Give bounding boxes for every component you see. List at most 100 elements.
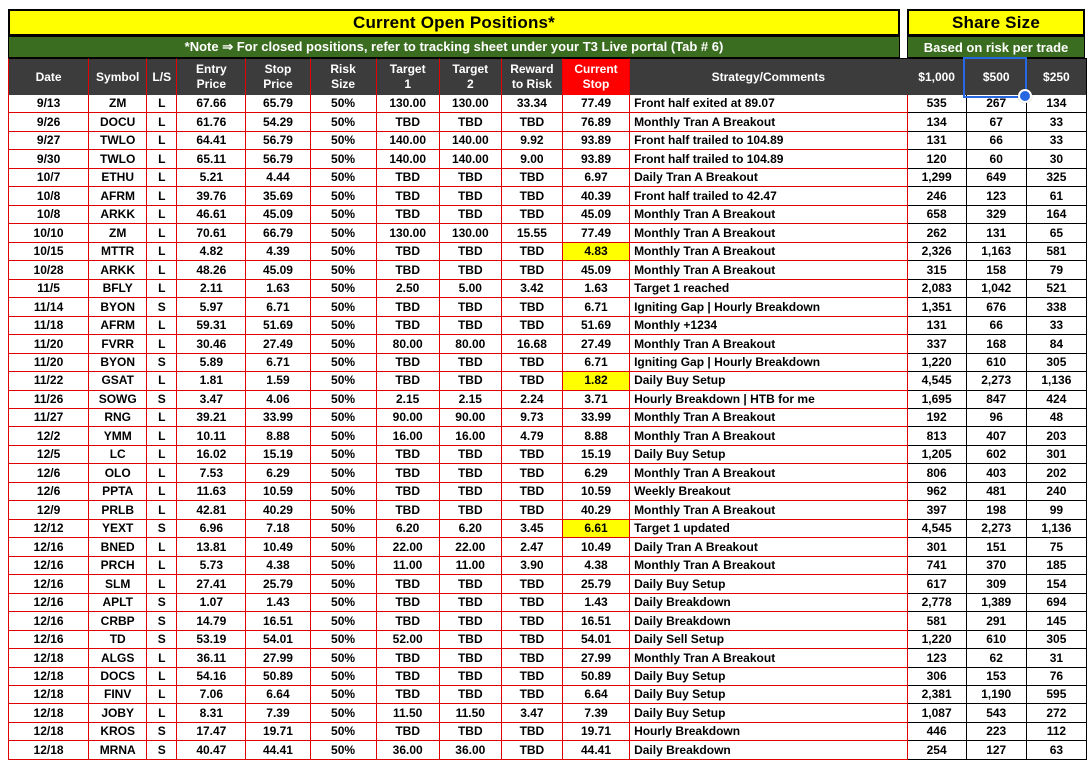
stop-price-cell[interactable]: 56.79 [246,131,311,151]
shares-500-cell[interactable]: 151 [966,538,1027,557]
risk-size-cell[interactable]: 50% [310,704,377,723]
shares-500-cell[interactable]: 158 [966,261,1027,280]
long-short-cell[interactable]: L [147,224,178,243]
shares-250-cell[interactable]: 272 [1026,704,1087,723]
stop-price-cell[interactable]: 27.99 [246,649,311,668]
col-header-shares-1000[interactable]: $1,000 [907,58,967,95]
symbol-cell[interactable]: TWLO [89,131,148,151]
current-stop-cell[interactable]: 45.09 [562,205,631,225]
risk-size-cell[interactable]: 50% [310,298,377,317]
strategy-cell[interactable]: Monthly Tran A Breakout [630,556,908,576]
risk-size-cell[interactable]: 50% [310,168,377,188]
shares-500-cell[interactable]: 66 [966,316,1027,336]
target-2-cell[interactable]: 130.00 [439,95,502,114]
date-cell[interactable]: 11/20 [8,335,90,354]
shares-250-cell[interactable]: 33 [1026,131,1087,151]
risk-size-cell[interactable]: 50% [310,649,377,668]
target-2-cell[interactable]: TBD [439,298,502,317]
strategy-cell[interactable]: Daily Buy Setup [630,704,908,723]
risk-size-cell[interactable]: 50% [310,612,377,631]
stop-price-cell[interactable]: 4.39 [246,242,311,262]
shares-250-cell[interactable]: 145 [1026,612,1087,631]
reward-to-risk-cell[interactable]: TBD [501,501,563,520]
entry-price-cell[interactable]: 59.31 [177,316,247,336]
shares-500-cell[interactable]: 2,273 [966,519,1027,539]
shares-1000-cell[interactable]: 1,205 [907,445,967,465]
date-cell[interactable]: 9/26 [8,113,90,132]
strategy-cell[interactable]: Front half trailed to 104.89 [630,150,908,169]
stop-price-cell[interactable]: 50.89 [246,667,311,686]
current-stop-cell[interactable]: 40.29 [562,501,631,520]
entry-price-cell[interactable]: 53.19 [177,630,247,650]
shares-1000-cell[interactable]: 2,326 [907,242,967,262]
reward-to-risk-cell[interactable]: TBD [501,242,563,262]
entry-price-cell[interactable]: 5.73 [177,556,247,576]
shares-1000-cell[interactable]: 134 [907,113,967,132]
stop-price-cell[interactable]: 4.06 [246,390,311,409]
long-short-cell[interactable]: L [147,113,178,132]
risk-size-cell[interactable]: 50% [310,556,377,576]
long-short-cell[interactable]: L [147,372,178,391]
entry-price-cell[interactable]: 7.53 [177,464,247,483]
shares-1000-cell[interactable]: 1,220 [907,630,967,650]
shares-500-cell[interactable]: 291 [966,612,1027,631]
reward-to-risk-cell[interactable]: TBD [501,630,563,650]
shares-250-cell[interactable]: 203 [1026,427,1087,446]
shares-500-cell[interactable]: 602 [966,445,1027,465]
date-cell[interactable]: 10/7 [8,168,90,188]
entry-price-cell[interactable]: 39.76 [177,187,247,206]
symbol-cell[interactable]: GSAT [89,372,148,391]
shares-500-cell[interactable]: 60 [966,150,1027,169]
strategy-cell[interactable]: Daily Buy Setup [630,575,908,594]
strategy-cell[interactable]: Target 1 reached [630,279,908,299]
risk-size-cell[interactable]: 50% [310,667,377,686]
shares-250-cell[interactable]: 581 [1026,242,1087,262]
symbol-cell[interactable]: JOBY [89,704,148,723]
target-1-cell[interactable]: TBD [376,372,440,391]
target-2-cell[interactable]: 36.00 [439,741,502,760]
target-2-cell[interactable]: TBD [439,593,502,613]
shares-500-cell[interactable]: 96 [966,408,1027,428]
current-stop-cell[interactable]: 4.83 [562,242,631,262]
shares-500-cell[interactable]: 676 [966,298,1027,317]
shares-500-cell[interactable]: 1,190 [966,686,1027,705]
long-short-cell[interactable]: L [147,316,178,336]
symbol-cell[interactable]: ARKK [89,261,148,280]
entry-price-cell[interactable]: 39.21 [177,408,247,428]
stop-price-cell[interactable]: 35.69 [246,187,311,206]
entry-price-cell[interactable]: 13.81 [177,538,247,557]
risk-size-cell[interactable]: 50% [310,372,377,391]
long-short-cell[interactable]: L [147,131,178,151]
strategy-cell[interactable]: Monthly Tran A Breakout [630,427,908,446]
symbol-cell[interactable]: AFRM [89,187,148,206]
shares-250-cell[interactable]: 164 [1026,205,1087,225]
current-stop-cell[interactable]: 1.63 [562,279,631,299]
strategy-cell[interactable]: Monthly Tran A Breakout [630,261,908,280]
strategy-cell[interactable]: Weekly Breakout [630,482,908,502]
shares-500-cell[interactable]: 1,042 [966,279,1027,299]
stop-price-cell[interactable]: 4.38 [246,556,311,576]
date-cell[interactable]: 12/5 [8,445,90,465]
date-cell[interactable]: 9/13 [8,95,90,114]
current-stop-cell[interactable]: 44.41 [562,741,631,760]
strategy-cell[interactable]: Igniting Gap | Hourly Breakdown [630,353,908,373]
stop-price-cell[interactable]: 40.29 [246,501,311,520]
shares-500-cell[interactable]: 153 [966,667,1027,686]
shares-500-cell[interactable]: 66 [966,131,1027,151]
risk-size-cell[interactable]: 50% [310,575,377,594]
target-1-cell[interactable]: 130.00 [376,95,440,114]
strategy-cell[interactable]: Monthly Tran A Breakout [630,649,908,668]
reward-to-risk-cell[interactable]: 9.92 [501,131,563,151]
strategy-cell[interactable]: Daily Buy Setup [630,445,908,465]
current-stop-cell[interactable]: 6.71 [562,353,631,373]
target-1-cell[interactable]: TBD [376,168,440,188]
long-short-cell[interactable]: S [147,741,178,760]
symbol-cell[interactable]: CRBP [89,612,148,631]
strategy-cell[interactable]: Monthly Tran A Breakout [630,464,908,483]
long-short-cell[interactable]: S [147,612,178,631]
shares-500-cell[interactable]: 131 [966,224,1027,243]
current-stop-cell[interactable]: 27.99 [562,649,631,668]
shares-250-cell[interactable]: 33 [1026,113,1087,132]
reward-to-risk-cell[interactable]: TBD [501,575,563,594]
current-stop-cell[interactable]: 7.39 [562,704,631,723]
